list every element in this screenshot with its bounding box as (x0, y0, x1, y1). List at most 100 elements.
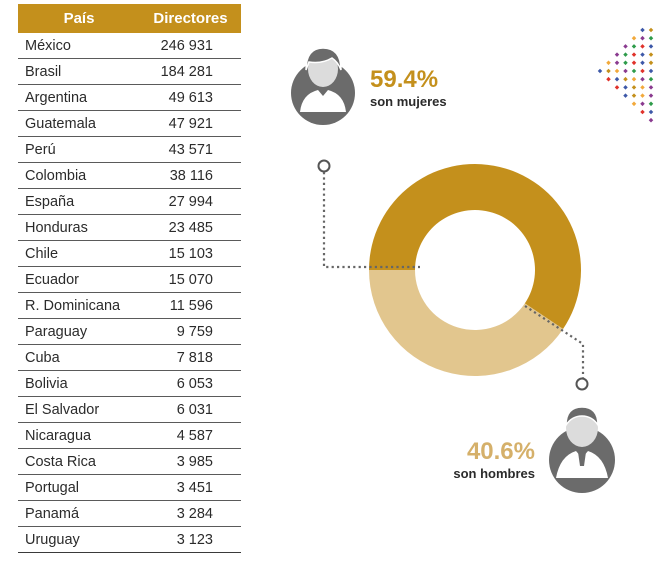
table-header-row: País Directores (18, 4, 241, 33)
decorative-dot (648, 44, 654, 49)
decorative-dot (631, 93, 637, 98)
country-cell: Cuba (18, 344, 140, 371)
table-row: Brasil 184 281 (18, 58, 241, 85)
decorative-dot (614, 85, 620, 90)
country-cell: Colombia (18, 162, 140, 189)
decorative-dot (640, 101, 645, 107)
decorative-dot (631, 60, 637, 66)
table-row: Costa Rica 3 985 (18, 448, 241, 475)
donut-slice-women (369, 164, 581, 330)
decorative-dot (640, 85, 645, 90)
country-cell: Honduras (18, 214, 140, 241)
women-percentage: 59.4% (370, 66, 438, 93)
decorative-dot (640, 44, 645, 49)
table-row: Guatemala 47 921 (18, 110, 241, 137)
country-cell: Portugal (18, 474, 140, 501)
directors-cell: 27 994 (140, 188, 241, 215)
decorative-dot (631, 68, 637, 74)
decorative-dot (606, 68, 611, 74)
table-row: Honduras 23 485 (18, 214, 241, 241)
decorative-dot (623, 93, 628, 98)
decorative-dot (640, 109, 645, 115)
directors-cell: 15 103 (140, 240, 241, 267)
decorative-dot (640, 76, 645, 82)
table-row: Colombia 38 116 (18, 162, 241, 189)
country-cell: Costa Rica (18, 448, 140, 475)
directors-table-container: País Directores México 246 931 Brasil 184 2… (18, 4, 241, 553)
table-row: México 246 931 (18, 33, 241, 59)
men-label: son hombres (453, 466, 535, 481)
decorative-dot (606, 76, 611, 82)
country-cell: Panamá (18, 500, 140, 527)
men-connector-line (524, 305, 585, 378)
table-row: Ecuador 15 070 (18, 266, 241, 293)
country-cell: El Salvador (18, 396, 140, 423)
header-directors: Directores (140, 4, 241, 33)
directors-by-country-table: País Directores México 246 931 Brasil 184 2… (18, 4, 241, 553)
country-cell: México (18, 33, 140, 59)
women-connector-start-marker (317, 159, 331, 173)
decorative-dot (623, 60, 628, 66)
table-row: Cuba 7 818 (18, 344, 241, 371)
decorative-dot (648, 68, 654, 74)
decorative-dot-pattern (597, 27, 654, 123)
decorative-dot (623, 68, 628, 74)
decorative-dot (614, 68, 620, 74)
decorative-dot (614, 76, 620, 82)
table-row: Uruguay 3 123 (18, 526, 241, 553)
decorative-dot (648, 27, 654, 33)
decorative-dot (631, 52, 637, 57)
country-cell: España (18, 188, 140, 215)
women-label: son mujeres (370, 94, 447, 109)
decorative-dot (631, 44, 637, 49)
decorative-dot (640, 52, 645, 57)
decorative-dot (648, 85, 654, 90)
decorative-dot (648, 76, 654, 82)
directors-cell: 6 053 (140, 370, 241, 397)
country-cell: Argentina (18, 84, 140, 111)
table-row: Paraguay 9 759 (18, 318, 241, 345)
decorative-dot (614, 60, 620, 66)
decorative-dot (631, 35, 637, 41)
decorative-dot (648, 109, 654, 115)
decorative-dot (623, 76, 628, 82)
directors-cell: 49 613 (140, 84, 241, 111)
men-connector-end-marker (575, 377, 589, 391)
woman-icon (291, 47, 355, 125)
country-cell: Guatemala (18, 110, 140, 137)
country-cell: R. Dominicana (18, 292, 140, 319)
table-row: Bolivia 6 053 (18, 370, 241, 397)
table-body: México 246 931 Brasil 184 281 Argentina 49 61… (18, 33, 241, 553)
decorative-dot (640, 35, 645, 41)
directors-cell: 6 031 (140, 396, 241, 423)
country-cell: Nicaragua (18, 422, 140, 449)
directors-cell: 246 931 (140, 33, 241, 59)
men-percentage: 40.6% (467, 438, 535, 465)
country-cell: Chile (18, 240, 140, 267)
decorative-dot (623, 52, 628, 57)
decorative-dot (640, 93, 645, 98)
table-row: R. Dominicana 11 596 (18, 292, 241, 319)
directors-cell: 184 281 (140, 58, 241, 85)
directors-cell: 43 571 (140, 136, 241, 163)
table-row: Panamá 3 284 (18, 500, 241, 527)
directors-cell: 3 123 (140, 526, 241, 553)
directors-cell: 47 921 (140, 110, 241, 137)
directors-cell: 9 759 (140, 318, 241, 345)
directors-cell: 3 284 (140, 500, 241, 527)
country-cell: Perú (18, 136, 140, 163)
decorative-dot (648, 117, 654, 123)
decorative-dot (631, 85, 637, 90)
decorative-dot (597, 68, 603, 74)
country-cell: Ecuador (18, 266, 140, 293)
directors-cell: 7 818 (140, 344, 241, 371)
directors-cell: 3 451 (140, 474, 241, 501)
directors-cell: 38 116 (140, 162, 241, 189)
decorative-dot (648, 60, 654, 66)
decorative-dot (640, 27, 645, 33)
decorative-dot (631, 76, 637, 82)
decorative-dot (606, 60, 611, 66)
decorative-dot (640, 60, 645, 66)
decorative-dot (648, 52, 654, 57)
directors-cell: 3 985 (140, 448, 241, 475)
